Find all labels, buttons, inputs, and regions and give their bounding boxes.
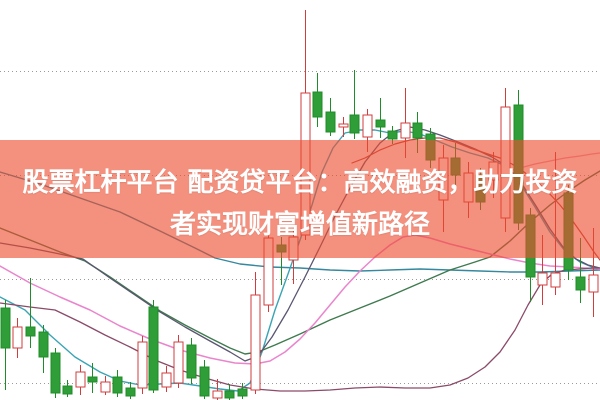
candle-body [50, 352, 61, 394]
candle-body [325, 111, 336, 133]
candle-down [25, 278, 36, 348]
candle-down [38, 325, 49, 373]
candle-body [148, 306, 159, 391]
candle-body [161, 372, 172, 388]
candle-body [0, 307, 11, 349]
candle-body [62, 385, 73, 395]
candle-body [387, 130, 398, 140]
candle-down [0, 300, 11, 390]
headline-overlay-band: 股票杠杆平台 配资贷平台：高效融资，助力投资 者实现财富增值新路径 [0, 140, 600, 258]
candle-down [50, 348, 61, 398]
candle-down [224, 384, 235, 400]
candle-body [38, 331, 49, 358]
candle-body [100, 381, 111, 393]
candle-up [250, 272, 261, 394]
candle-body [349, 114, 360, 134]
candle-body [186, 344, 197, 379]
candle-down [62, 380, 73, 397]
candle-down [375, 98, 386, 138]
candle-body [375, 119, 386, 128]
candle-down [349, 70, 360, 139]
candle-up [338, 117, 349, 137]
candle-down [148, 300, 159, 393]
candle-body [575, 276, 586, 291]
candle-body [199, 366, 210, 397]
candle-body [250, 294, 261, 391]
candle-down [199, 360, 210, 399]
candle-body [75, 371, 86, 388]
candle-down [125, 382, 136, 399]
candle-down [186, 338, 197, 384]
candle-body [537, 272, 548, 286]
candle-up [137, 336, 148, 394]
candle-body [400, 122, 411, 139]
candle-body [550, 272, 561, 288]
candle-body [212, 390, 223, 399]
candle-down [87, 363, 98, 393]
candle-down [237, 383, 248, 399]
candle-up [100, 376, 111, 395]
candle-body [137, 341, 148, 389]
candle-body [237, 388, 248, 397]
candle-body [312, 91, 323, 118]
banner-padding [0, 140, 600, 162]
candle-body [412, 122, 423, 139]
candle-down [112, 370, 123, 397]
candle-body [224, 390, 235, 399]
candle-body [338, 123, 349, 128]
candle-body [362, 114, 373, 138]
candle-body [112, 376, 123, 394]
candle-down [325, 98, 336, 136]
headline-line-1: 股票杠杆平台 配资贷平台：高效融资，助力投资 [22, 168, 578, 198]
candle-body [12, 326, 23, 349]
headline-line-2: 者实现财富增值新路径 [169, 210, 430, 240]
candle-down [312, 73, 323, 127]
candle-body [125, 387, 136, 397]
candle-up [161, 366, 172, 392]
candle-up [12, 318, 23, 358]
candle-up [75, 365, 86, 395]
candle-body [588, 274, 599, 293]
candle-up [212, 379, 223, 400]
candle-body [87, 376, 98, 383]
candle-body [173, 341, 184, 384]
candle-up [173, 335, 184, 388]
candle-body [25, 326, 36, 337]
